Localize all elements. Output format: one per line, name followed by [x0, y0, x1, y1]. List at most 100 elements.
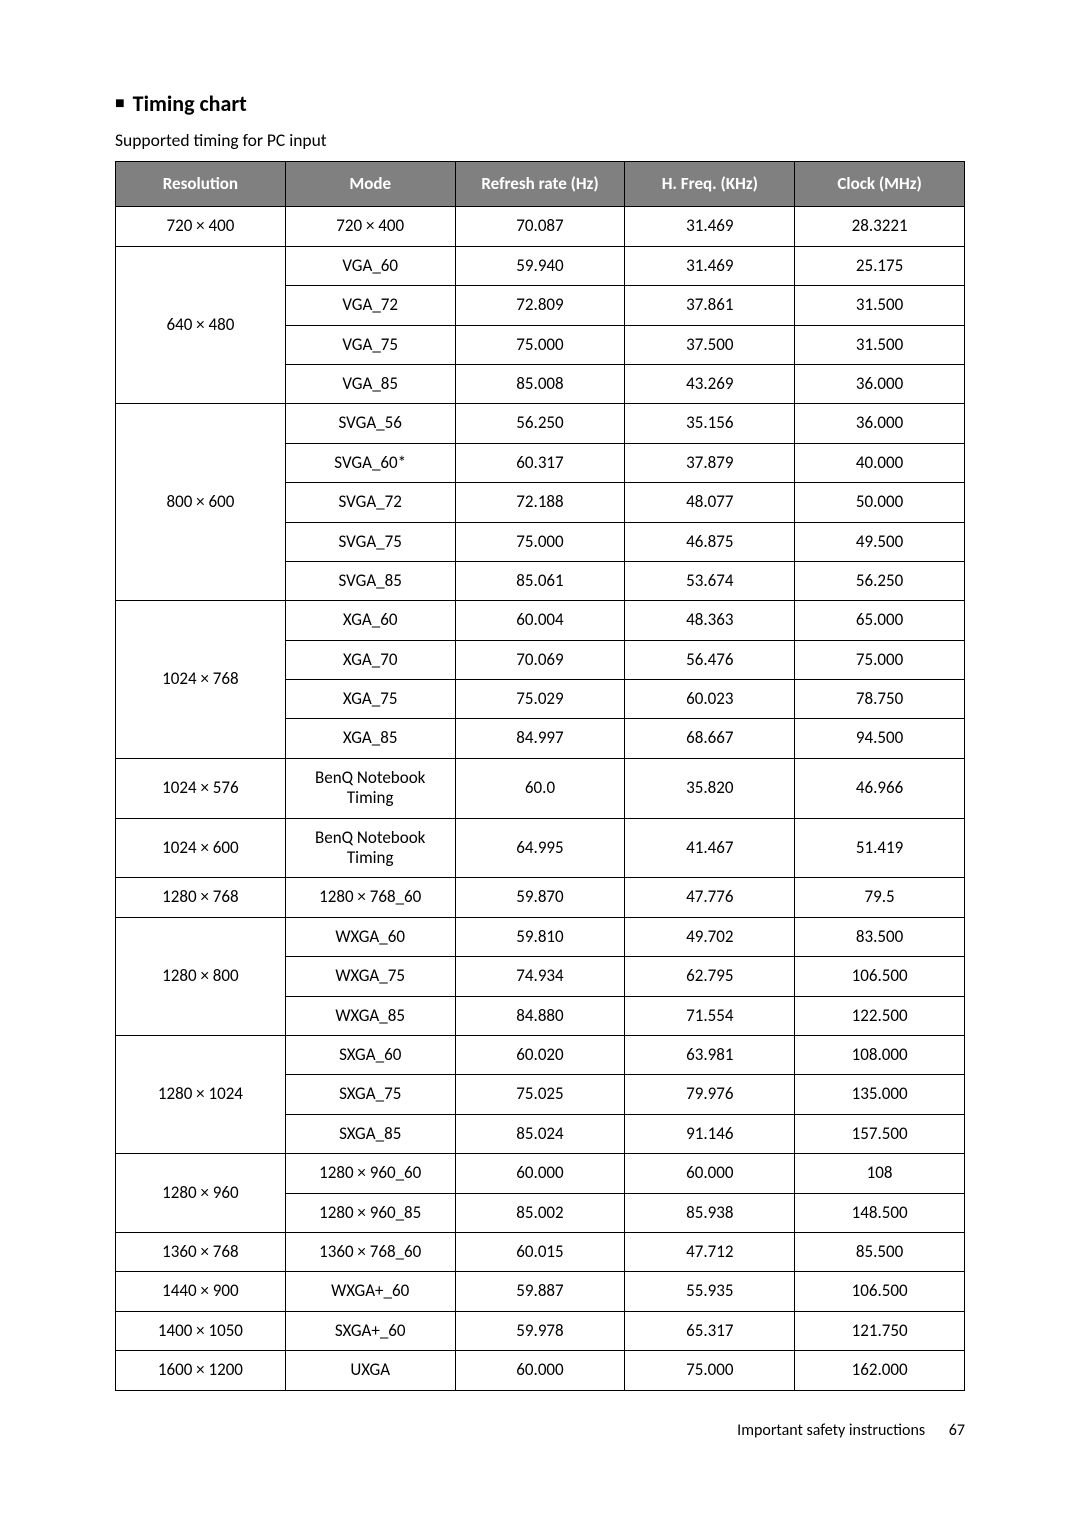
cell-mode: WXGA_75: [285, 957, 455, 996]
cell-clock: 65.000: [795, 601, 965, 640]
cell-mode: 1360 × 768_60: [285, 1232, 455, 1271]
cell-mode: 1280 × 960_60: [285, 1154, 455, 1193]
col-refresh: Refresh rate (Hz): [455, 162, 625, 207]
cell-refresh: 64.995: [455, 818, 625, 878]
cell-hfreq: 68.667: [625, 719, 795, 758]
cell-resolution: 1360 × 768: [116, 1232, 286, 1271]
cell-hfreq: 31.469: [625, 207, 795, 246]
table-row: 800 × 600SVGA_5656.25035.15636.000: [116, 404, 965, 443]
cell-hfreq: 31.469: [625, 246, 795, 285]
cell-clock: 108.000: [795, 1035, 965, 1074]
cell-hfreq: 79.976: [625, 1075, 795, 1114]
table-header-row: Resolution Mode Refresh rate (Hz) H. Fre…: [116, 162, 965, 207]
cell-mode: 720 × 400: [285, 207, 455, 246]
cell-resolution: 1280 × 960: [116, 1154, 286, 1233]
cell-mode: SVGA_56: [285, 404, 455, 443]
cell-mode: SVGA_72: [285, 483, 455, 522]
cell-clock: 148.500: [795, 1193, 965, 1232]
cell-mode: SVGA_85: [285, 561, 455, 600]
col-clock: Clock (MHz): [795, 162, 965, 207]
cell-resolution: 1024 × 576: [116, 758, 286, 818]
cell-refresh: 56.250: [455, 404, 625, 443]
cell-refresh: 59.810: [455, 917, 625, 956]
cell-resolution: 1024 × 768: [116, 601, 286, 759]
cell-clock: 36.000: [795, 364, 965, 403]
cell-clock: 49.500: [795, 522, 965, 561]
cell-clock: 31.500: [795, 325, 965, 364]
cell-refresh: 59.940: [455, 246, 625, 285]
cell-mode: XGA_85: [285, 719, 455, 758]
cell-resolution: 1440 × 900: [116, 1272, 286, 1311]
cell-resolution: 1600 × 1200: [116, 1351, 286, 1390]
cell-refresh: 60.020: [455, 1035, 625, 1074]
table-row: 640 × 480VGA_6059.94031.46925.175: [116, 246, 965, 285]
cell-hfreq: 49.702: [625, 917, 795, 956]
timing-table: Resolution Mode Refresh rate (Hz) H. Fre…: [115, 161, 965, 1391]
table-row: 1280 × 800WXGA_6059.81049.70283.500: [116, 917, 965, 956]
cell-resolution: 1280 × 1024: [116, 1035, 286, 1153]
bullet-icon: ■: [115, 94, 125, 113]
cell-refresh: 85.024: [455, 1114, 625, 1153]
cell-hfreq: 53.674: [625, 561, 795, 600]
cell-clock: 79.5: [795, 878, 965, 917]
cell-clock: 40.000: [795, 443, 965, 482]
cell-clock: 157.500: [795, 1114, 965, 1153]
cell-hfreq: 48.077: [625, 483, 795, 522]
cell-refresh: 85.061: [455, 561, 625, 600]
cell-mode: VGA_60: [285, 246, 455, 285]
cell-clock: 83.500: [795, 917, 965, 956]
cell-mode: UXGA: [285, 1351, 455, 1390]
cell-hfreq: 35.820: [625, 758, 795, 818]
cell-clock: 106.500: [795, 1272, 965, 1311]
cell-hfreq: 75.000: [625, 1351, 795, 1390]
cell-mode: SXGA_60: [285, 1035, 455, 1074]
cell-refresh: 59.870: [455, 878, 625, 917]
cell-mode: SVGA_60*: [285, 443, 455, 482]
cell-refresh: 60.004: [455, 601, 625, 640]
col-hfreq: H. Freq. (KHz): [625, 162, 795, 207]
cell-refresh: 75.029: [455, 680, 625, 719]
cell-refresh: 84.997: [455, 719, 625, 758]
cell-clock: 135.000: [795, 1075, 965, 1114]
cell-clock: 94.500: [795, 719, 965, 758]
cell-refresh: 72.809: [455, 286, 625, 325]
cell-refresh: 85.008: [455, 364, 625, 403]
cell-clock: 85.500: [795, 1232, 965, 1271]
cell-hfreq: 62.795: [625, 957, 795, 996]
cell-refresh: 60.000: [455, 1154, 625, 1193]
cell-mode: SXGA_85: [285, 1114, 455, 1153]
cell-clock: 78.750: [795, 680, 965, 719]
cell-clock: 75.000: [795, 640, 965, 679]
cell-resolution: 800 × 600: [116, 404, 286, 601]
cell-mode: WXGA_60: [285, 917, 455, 956]
cell-hfreq: 37.879: [625, 443, 795, 482]
cell-clock: 51.419: [795, 818, 965, 878]
table-row: 1400 × 1050SXGA+_6059.97865.317121.750: [116, 1311, 965, 1350]
cell-mode: VGA_85: [285, 364, 455, 403]
cell-refresh: 70.069: [455, 640, 625, 679]
cell-hfreq: 60.000: [625, 1154, 795, 1193]
cell-hfreq: 85.938: [625, 1193, 795, 1232]
cell-hfreq: 48.363: [625, 601, 795, 640]
table-row: 1280 × 1024SXGA_6060.02063.981108.000: [116, 1035, 965, 1074]
cell-refresh: 75.025: [455, 1075, 625, 1114]
cell-refresh: 60.317: [455, 443, 625, 482]
cell-hfreq: 37.861: [625, 286, 795, 325]
cell-refresh: 74.934: [455, 957, 625, 996]
cell-clock: 106.500: [795, 957, 965, 996]
cell-resolution: 1024 × 600: [116, 818, 286, 878]
table-row: 1280 × 9601280 × 960_6060.00060.000108: [116, 1154, 965, 1193]
cell-refresh: 84.880: [455, 996, 625, 1035]
cell-hfreq: 63.981: [625, 1035, 795, 1074]
cell-hfreq: 37.500: [625, 325, 795, 364]
page-number: 67: [949, 1421, 965, 1440]
cell-mode: VGA_72: [285, 286, 455, 325]
cell-hfreq: 91.146: [625, 1114, 795, 1153]
cell-refresh: 72.188: [455, 483, 625, 522]
table-row: 1360 × 7681360 × 768_6060.01547.71285.50…: [116, 1232, 965, 1271]
section-subheading: Supported timing for PC input: [115, 129, 965, 151]
cell-clock: 121.750: [795, 1311, 965, 1350]
cell-mode: VGA_75: [285, 325, 455, 364]
cell-hfreq: 71.554: [625, 996, 795, 1035]
cell-clock: 108: [795, 1154, 965, 1193]
